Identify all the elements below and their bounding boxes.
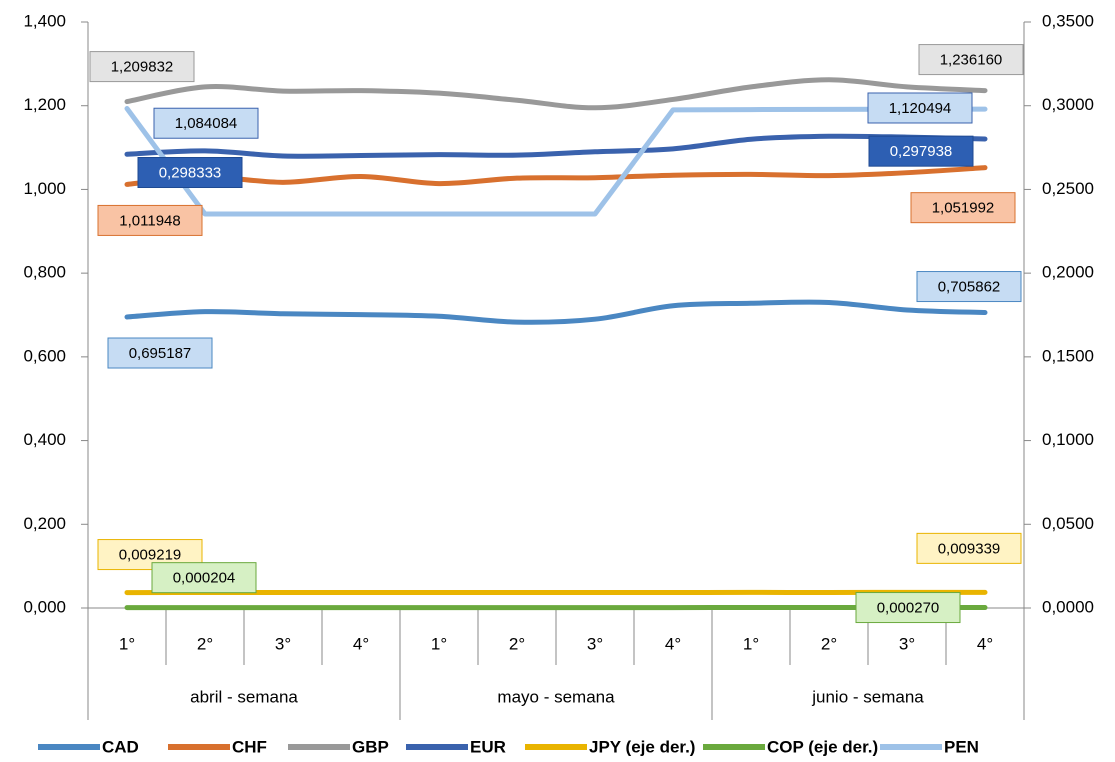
- y2-tick-label: 0,1000: [1042, 430, 1094, 449]
- data-label: 0,009219: [119, 547, 182, 564]
- data-label: 0,297938: [890, 143, 953, 160]
- legend-label: COP (eje der.): [767, 737, 878, 756]
- data-label: 1,236160: [940, 52, 1003, 69]
- x-tick-label: 4°: [977, 634, 993, 653]
- y-tick-label: 1,000: [23, 179, 66, 198]
- data-label-box: [916, 271, 1022, 303]
- x-tick-label: 4°: [353, 634, 369, 653]
- legend-label: EUR: [470, 737, 506, 756]
- data-label-box: [916, 532, 1022, 564]
- legend-label: JPY (eje der.): [589, 737, 695, 756]
- y2-tick-label: 0,2500: [1042, 179, 1094, 198]
- y-tick-label: 1,400: [23, 11, 66, 30]
- data-label-box: [151, 562, 257, 594]
- series-line: [124, 106, 988, 217]
- data-label-box: [89, 51, 195, 83]
- x-tick-label: 1°: [431, 634, 447, 653]
- data-label: 0,695187: [129, 345, 192, 362]
- data-label: 0,705862: [938, 279, 1001, 296]
- data-label-box: [855, 592, 961, 624]
- series-line: [124, 299, 988, 325]
- legend-label: CHF: [232, 737, 267, 756]
- y2-tick-label: 0,2000: [1042, 263, 1094, 282]
- data-label: 1,051992: [932, 200, 995, 217]
- data-label-box: [867, 92, 973, 124]
- data-label: 0,000204: [173, 570, 236, 587]
- y-tick-label: 0,400: [23, 430, 66, 449]
- x-tick-label: 4°: [665, 634, 681, 653]
- data-label-box: [97, 204, 203, 236]
- data-label: 0,009339: [938, 540, 1001, 557]
- x-tick-label: 3°: [899, 634, 915, 653]
- x-tick-label: 3°: [587, 634, 603, 653]
- legend-label: PEN: [944, 737, 979, 756]
- y-tick-label: 0,200: [23, 514, 66, 533]
- data-label-box: [918, 44, 1024, 76]
- y-tick-label: 0,000: [23, 597, 66, 616]
- data-label: 1,120494: [889, 100, 952, 117]
- y-tick-label: 1,200: [23, 95, 66, 114]
- series-line: [124, 133, 988, 159]
- data-label: 1,011948: [119, 212, 180, 229]
- x-tick-label: 3°: [275, 634, 291, 653]
- legend-label: GBP: [352, 737, 389, 756]
- x-group-label: mayo - semana: [497, 687, 615, 706]
- x-tick-label: 1°: [743, 634, 759, 653]
- x-tick-label: 2°: [197, 634, 213, 653]
- data-label-box: [910, 192, 1016, 224]
- data-label: 1,084084: [175, 115, 238, 132]
- y2-tick-label: 0,0000: [1042, 597, 1094, 616]
- x-tick-label: 2°: [821, 634, 837, 653]
- y2-tick-label: 0,3000: [1042, 95, 1094, 114]
- data-label: 1,209832: [111, 59, 174, 76]
- x-tick-label: 2°: [509, 634, 525, 653]
- series-line: [124, 77, 988, 111]
- data-label: 0,000270: [877, 600, 940, 617]
- x-group-label: abril - semana: [190, 687, 298, 706]
- data-label-box: [137, 157, 243, 189]
- legend-label: CAD: [102, 737, 139, 756]
- x-group-label: junio - semana: [811, 687, 924, 706]
- data-label-box: [868, 135, 974, 167]
- data-label: 0,298333: [159, 164, 222, 181]
- y-tick-label: 0,600: [23, 346, 66, 365]
- data-label-box: [153, 107, 259, 139]
- y2-tick-label: 0,3500: [1042, 11, 1094, 30]
- y2-tick-label: 0,0500: [1042, 514, 1094, 533]
- series-line: [124, 165, 988, 187]
- y-tick-label: 0,800: [23, 263, 66, 282]
- y2-tick-label: 0,1500: [1042, 346, 1094, 365]
- data-label-box: [107, 337, 213, 369]
- x-tick-label: 1°: [119, 634, 135, 653]
